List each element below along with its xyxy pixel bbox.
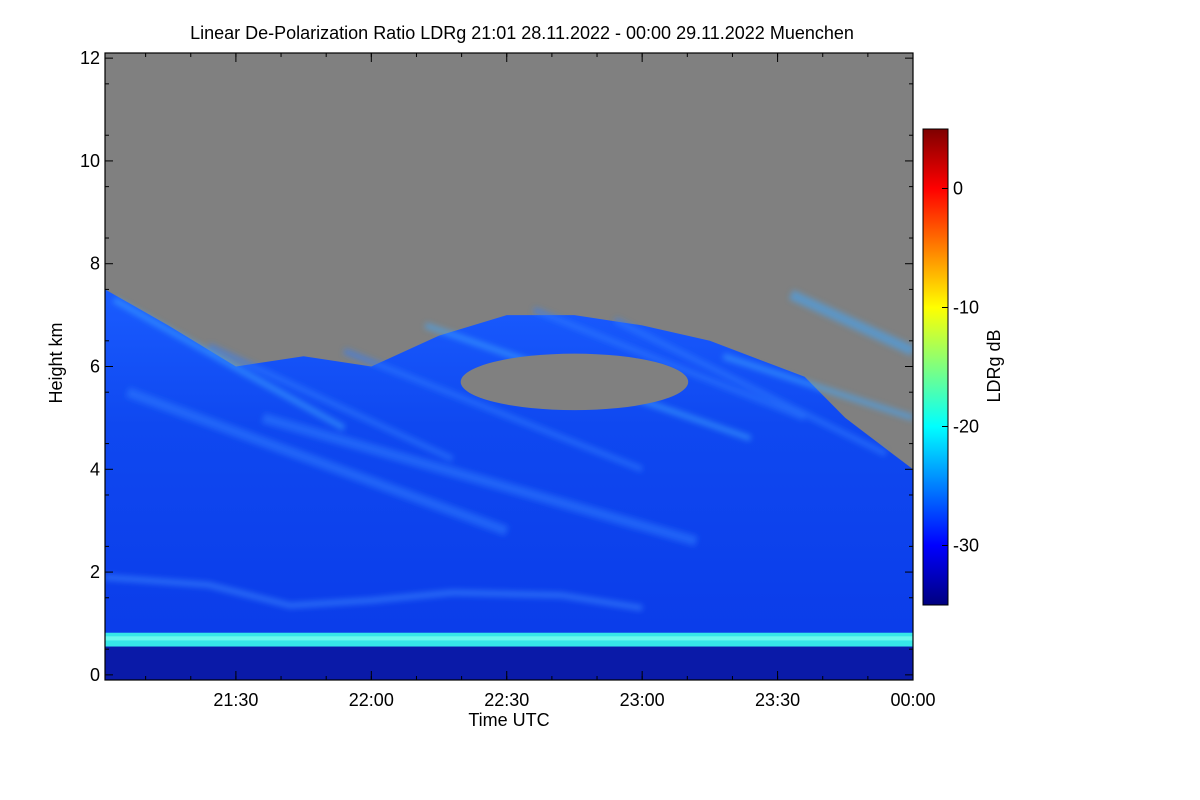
fall-streaks — [112, 290, 913, 547]
fall-streak — [207, 343, 454, 462]
y-tick-label: 2 — [90, 562, 100, 582]
colorbar-ticks: 0 -10 -20 -30 — [942, 179, 979, 556]
colorbar-tick-label: -30 — [953, 536, 979, 556]
ldr-heatmap — [105, 53, 913, 680]
fall-streak — [343, 348, 644, 473]
fall-streak — [261, 413, 698, 547]
y-tick-label: 12 — [80, 48, 100, 68]
x-tick-label: 21:30 — [213, 690, 258, 710]
fall-streak — [125, 387, 509, 536]
y-tick-label: 8 — [90, 254, 100, 274]
x-axis: 21:30 22:00 22:30 23:00 23:30 00:00 — [145, 53, 936, 710]
x-axis-label: Time UTC — [468, 710, 549, 730]
y-tick-label: 6 — [90, 357, 100, 377]
colorbar-tick-label: 0 — [953, 179, 963, 199]
y-tick-label: 4 — [90, 459, 100, 479]
near-surface-band — [105, 646, 913, 680]
y-axis-label: Height km — [46, 322, 66, 403]
x-tick-label: 00:00 — [890, 690, 935, 710]
colorbar-tick-label: -20 — [953, 417, 979, 437]
y-tick-label: 10 — [80, 151, 100, 171]
x-tick-label: 22:30 — [484, 690, 529, 710]
fall-streak — [789, 290, 913, 356]
colorbar-tick-label: -10 — [953, 298, 979, 318]
lower-aerosol-layer — [105, 574, 643, 612]
y-tick-label: 0 — [90, 665, 100, 685]
boundary-layer-top-core — [105, 636, 913, 641]
x-tick-label: 23:30 — [755, 690, 800, 710]
x-tick-label: 22:00 — [349, 690, 394, 710]
colorbar — [922, 128, 949, 606]
fall-streak — [532, 307, 806, 421]
colorbar-label: LDRg dB — [984, 329, 1004, 402]
fall-streak — [613, 317, 888, 457]
chart-title: Linear De-Polarization Ratio LDRg 21:01 … — [190, 23, 854, 43]
y-axis: 0 2 4 6 8 10 12 — [80, 48, 913, 685]
x-tick-label: 23:00 — [620, 690, 665, 710]
fall-streak — [112, 297, 346, 431]
fall-streak — [722, 353, 913, 421]
clear-pocket-region — [460, 353, 689, 411]
